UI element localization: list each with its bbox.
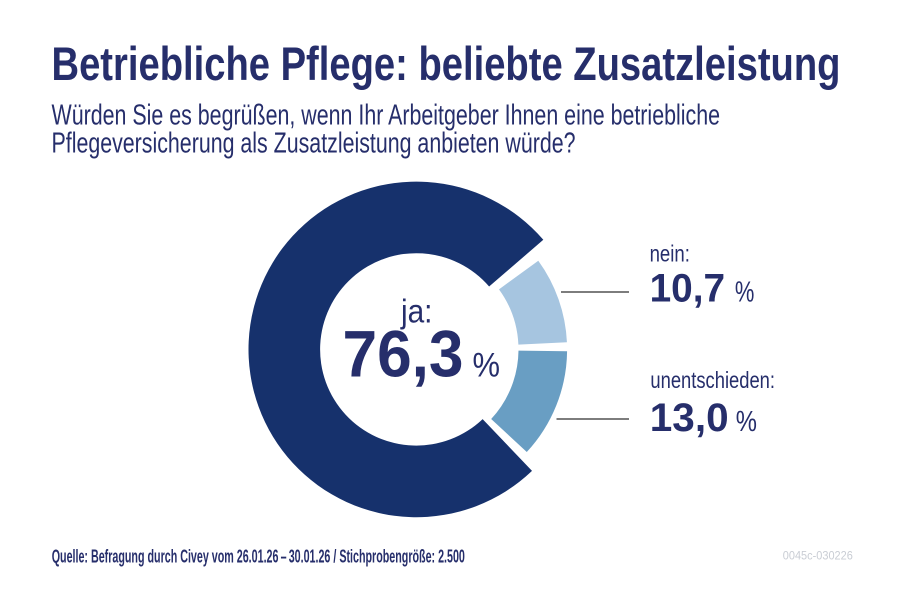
- svg-text:Würden Sie es begrüßen, wenn I: Würden Sie es begrüßen, wenn Ihr Arbeitg…: [52, 100, 721, 132]
- svg-text:10,7: 10,7: [650, 267, 726, 311]
- svg-text:Quelle: Befragung durch Civey: Quelle: Befragung durch Civey vom 26.01.…: [52, 546, 465, 566]
- svg-text:13,0: 13,0: [650, 396, 729, 440]
- svg-text:Pflegeversicherung als Zusatzl: Pflegeversicherung als Zusatzleistung an…: [52, 127, 576, 159]
- svg-text:ja:: ja:: [400, 293, 432, 330]
- svg-text:0045c-030226: 0045c-030226: [783, 549, 853, 563]
- svg-text:%: %: [473, 347, 501, 385]
- svg-text:Betriebliche Pflege: beliebte: Betriebliche Pflege: beliebte Zusatzleis…: [52, 37, 841, 90]
- svg-text:%: %: [735, 277, 755, 309]
- svg-text:76,3: 76,3: [343, 318, 464, 391]
- svg-text:unentschieden:: unentschieden:: [650, 367, 775, 393]
- svg-text:nein:: nein:: [650, 241, 690, 267]
- svg-text:%: %: [736, 406, 757, 438]
